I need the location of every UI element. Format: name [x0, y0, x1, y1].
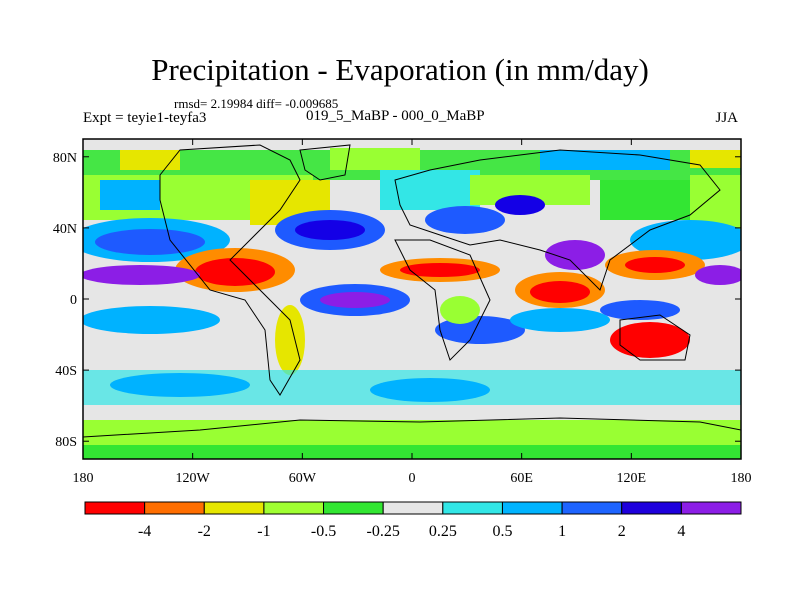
- colorbar-swatch: [203, 501, 265, 515]
- lat-label: 80N: [53, 151, 77, 166]
- lat-label: 40S: [55, 364, 77, 379]
- colorbar-label: -1: [257, 523, 270, 540]
- colorbar-swatch: [323, 501, 384, 515]
- colorbar-label: -2: [198, 523, 211, 540]
- colorbar-label: 1: [558, 523, 566, 540]
- colorbar-swatch: [501, 501, 563, 515]
- colorbar-label: -0.25: [367, 523, 400, 540]
- coastlines: [83, 144, 741, 438]
- colorbar-label: 0.5: [492, 523, 512, 540]
- rmsd-diff-stats: rmsd= 2.19984 diff= -0.009685: [174, 96, 339, 111]
- latitude-axis: 80N 40N 0 40S 80S: [53, 151, 741, 450]
- lon-label: 0: [409, 471, 416, 486]
- season-label: JJA: [715, 110, 738, 126]
- colorbar-swatch: [263, 501, 325, 515]
- colorbar-swatch: [680, 501, 742, 515]
- experiment-label: Expt = teyie1-teyfa3: [83, 110, 207, 126]
- period-label: 019_5_MaBP - 000_0_MaBP: [306, 108, 485, 124]
- lon-label: 120E: [617, 471, 647, 486]
- colorbar-swatch: [442, 501, 503, 515]
- lat-label: 40N: [53, 222, 77, 237]
- colorbar-label: -4: [138, 523, 151, 540]
- colorbar-swatch: [382, 501, 444, 515]
- lon-label: 120W: [176, 471, 211, 486]
- field-layer: [83, 139, 741, 459]
- plot-title: Precipitation - Evaporation (in mm/day): [151, 52, 649, 87]
- colorbar-swatch: [84, 501, 146, 515]
- colorbar: -4 -2 -1 -0.5 -0.25 0.25 0.5 1 2 4: [84, 501, 742, 540]
- colorbar-label: -0.5: [311, 523, 336, 540]
- lon-label: 60W: [289, 471, 317, 486]
- colorbar-label: 0.25: [429, 523, 457, 540]
- colorbar-label: 2: [618, 523, 626, 540]
- colorbar-swatch: [144, 501, 205, 515]
- lon-label: 60E: [510, 471, 533, 486]
- lat-label: 0: [70, 293, 77, 308]
- longitude-axis: 180 120W 60W 0 60E 120E 180: [73, 139, 752, 486]
- colorbar-swatch: [561, 501, 623, 515]
- lat-label: 80S: [55, 435, 77, 450]
- lon-label: 180: [73, 471, 94, 486]
- colorbar-swatch: [621, 501, 682, 515]
- lon-label: 180: [731, 471, 752, 486]
- colorbar-label: 4: [677, 523, 685, 540]
